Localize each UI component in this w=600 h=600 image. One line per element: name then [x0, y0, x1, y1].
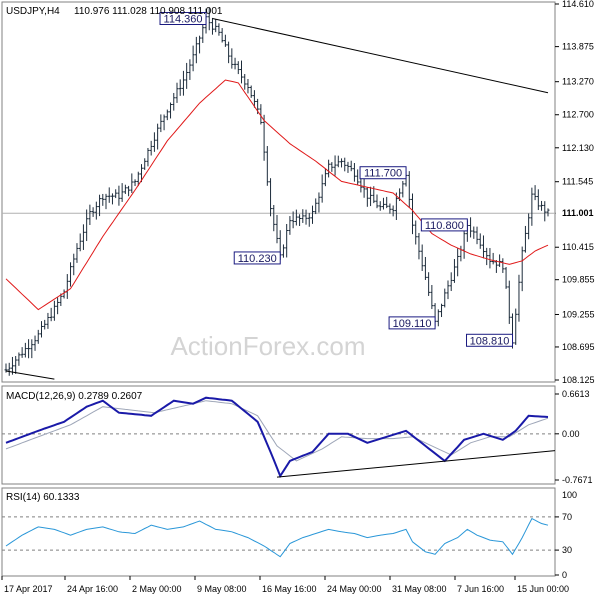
price-label-box — [159, 11, 207, 25]
moving-average-line — [5, 79, 549, 311]
price-tick-label: 108.695 — [562, 342, 595, 352]
price-pane-frame — [1, 1, 556, 383]
macd-tick-label: 0.00 — [562, 429, 580, 439]
macd-pane-frame — [1, 385, 556, 485]
rsi-tick-label: 100 — [562, 490, 577, 500]
trendline — [212, 18, 549, 94]
price-label-box — [388, 316, 436, 330]
price-tick-label: 108.125 — [562, 375, 595, 385]
price-tick-label: 112.700 — [562, 110, 594, 120]
price-label-text: 110.230 — [238, 253, 277, 265]
price-bars — [4, 7, 550, 376]
macd-signal-line — [5, 400, 549, 462]
time-tick-label: 24 Apr 16:00 — [67, 584, 118, 594]
price-tick-label: 114.610 — [562, 0, 594, 9]
rsi-pane: 70 30 0 100 — [2, 490, 577, 580]
price-tick-label: 111.545 — [562, 177, 593, 187]
price-label-text: 111.700 — [364, 168, 402, 180]
time-tick-label: 15 Jun 00:00 — [517, 584, 569, 594]
price-tick-label: 109.855 — [562, 275, 595, 285]
ohlc-readout: 110.976 111.028 110.908 111.001 — [74, 6, 223, 17]
macd-trendline — [276, 450, 556, 478]
symbol-title: USDJPY,H4 — [6, 6, 60, 17]
time-tick-label: 9 May 08:00 — [197, 584, 247, 594]
last-price-box — [555, 206, 600, 220]
price-label-box — [233, 251, 281, 265]
price-trendlines — [5, 18, 549, 380]
watermark: ActionForex.com — [170, 331, 365, 361]
price-tick-label: 113.875 — [562, 42, 594, 52]
price-label-box — [420, 218, 468, 232]
macd-pane: 0.6613 0.00 -0.7671 — [2, 389, 593, 485]
time-tick-label: 16 May 16:00 — [262, 584, 317, 594]
price-labels: 114.360 110.230 111.700 110.800 109.110 108.8… — [159, 11, 514, 347]
time-tick-label: 31 May 08:00 — [392, 584, 447, 594]
time-tick-label: 7 Jun 16:00 — [457, 584, 504, 594]
price-label-text: 114.360 — [164, 13, 203, 25]
price-tick-label: 109.255 — [562, 309, 595, 319]
price-tick-label: 110.415 — [562, 242, 594, 252]
trendline — [5, 370, 55, 380]
price-label-text: 109.110 — [393, 318, 432, 330]
price-tick-label: 111.001 — [562, 208, 594, 218]
time-axis: 17 Apr 2017 24 Apr 16:00 2 May 00:00 9 May … — [1, 576, 569, 594]
price-label-text: 108.810 — [470, 335, 510, 347]
price-label-text: 110.800 — [425, 220, 464, 232]
price-tick-label: 112.130 — [562, 143, 594, 153]
price-label-box — [466, 333, 514, 347]
time-tick-label: 24 May 00:00 — [327, 584, 382, 594]
rsi-line — [5, 517, 549, 558]
macd-tick-label: -0.7671 — [562, 475, 593, 485]
time-tick-label: 2 May 00:00 — [132, 584, 182, 594]
macd-tick-label: 0.6613 — [562, 389, 590, 399]
price-label-box — [359, 166, 407, 180]
rsi-tick-label: 70 — [562, 512, 572, 522]
rsi-pane-frame — [1, 487, 556, 577]
price-axis: 114.610 113.875 113.270 112.700 112.130 111.5… — [555, 0, 600, 385]
macd-label: MACD(12,26,9) 0.2789 0.2607 — [6, 391, 143, 402]
price-tick-label: 113.270 — [562, 77, 594, 87]
rsi-label: RSI(14) 60.1333 — [6, 492, 80, 503]
rsi-tick-label: 30 — [562, 545, 572, 555]
time-tick-label: 17 Apr 2017 — [4, 584, 53, 594]
rsi-tick-label: 0 — [562, 570, 567, 580]
macd-main-line — [5, 396, 549, 479]
